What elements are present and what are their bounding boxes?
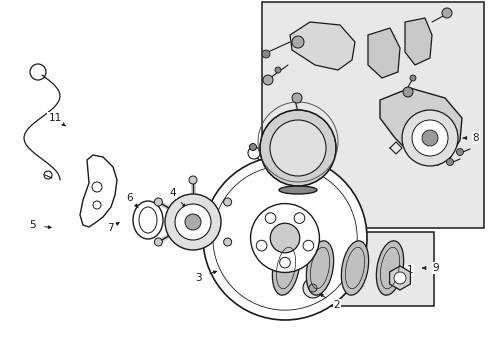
- Ellipse shape: [133, 201, 163, 239]
- Text: 11: 11: [48, 113, 61, 123]
- Circle shape: [421, 130, 437, 146]
- Polygon shape: [404, 18, 431, 65]
- Text: 10: 10: [301, 158, 314, 168]
- Circle shape: [203, 156, 366, 320]
- Circle shape: [308, 284, 316, 292]
- Polygon shape: [367, 28, 399, 78]
- Circle shape: [279, 257, 290, 268]
- Circle shape: [189, 176, 197, 184]
- Circle shape: [293, 213, 304, 224]
- Ellipse shape: [272, 241, 299, 295]
- Text: 1: 1: [406, 265, 412, 275]
- Circle shape: [93, 201, 101, 209]
- Circle shape: [409, 75, 415, 81]
- Circle shape: [270, 223, 299, 253]
- Circle shape: [164, 194, 221, 250]
- Circle shape: [223, 238, 231, 246]
- Circle shape: [154, 198, 162, 206]
- Circle shape: [291, 93, 302, 103]
- Text: 2: 2: [333, 300, 340, 310]
- Polygon shape: [379, 88, 461, 165]
- Circle shape: [256, 240, 266, 251]
- Circle shape: [401, 110, 457, 166]
- Circle shape: [92, 182, 102, 192]
- Circle shape: [260, 110, 335, 186]
- Circle shape: [303, 240, 313, 251]
- Polygon shape: [289, 22, 354, 70]
- Ellipse shape: [279, 186, 316, 194]
- Circle shape: [393, 272, 405, 284]
- Circle shape: [223, 198, 231, 206]
- Polygon shape: [80, 155, 117, 227]
- Circle shape: [441, 8, 451, 18]
- Text: 8: 8: [472, 133, 478, 143]
- Circle shape: [456, 148, 463, 156]
- Circle shape: [269, 120, 325, 176]
- Polygon shape: [389, 266, 409, 290]
- Ellipse shape: [341, 241, 368, 295]
- Circle shape: [175, 204, 210, 240]
- Circle shape: [247, 147, 260, 159]
- Text: 9: 9: [432, 263, 438, 273]
- Circle shape: [262, 50, 269, 58]
- Circle shape: [291, 36, 304, 48]
- Circle shape: [411, 120, 447, 156]
- Circle shape: [263, 75, 272, 85]
- Text: 5: 5: [29, 220, 35, 230]
- Text: 7: 7: [106, 223, 113, 233]
- Circle shape: [264, 213, 275, 224]
- Circle shape: [250, 203, 319, 273]
- Circle shape: [249, 144, 256, 150]
- Circle shape: [154, 238, 162, 246]
- Circle shape: [446, 158, 452, 166]
- Circle shape: [402, 87, 412, 97]
- Bar: [262, 232, 433, 306]
- Circle shape: [303, 278, 323, 298]
- Ellipse shape: [305, 241, 333, 295]
- Text: 3: 3: [194, 273, 201, 283]
- Circle shape: [274, 67, 281, 73]
- Text: 6: 6: [126, 193, 133, 203]
- Bar: [262, 2, 483, 228]
- Text: 4: 4: [169, 188, 176, 198]
- Ellipse shape: [376, 241, 403, 295]
- Circle shape: [184, 214, 201, 230]
